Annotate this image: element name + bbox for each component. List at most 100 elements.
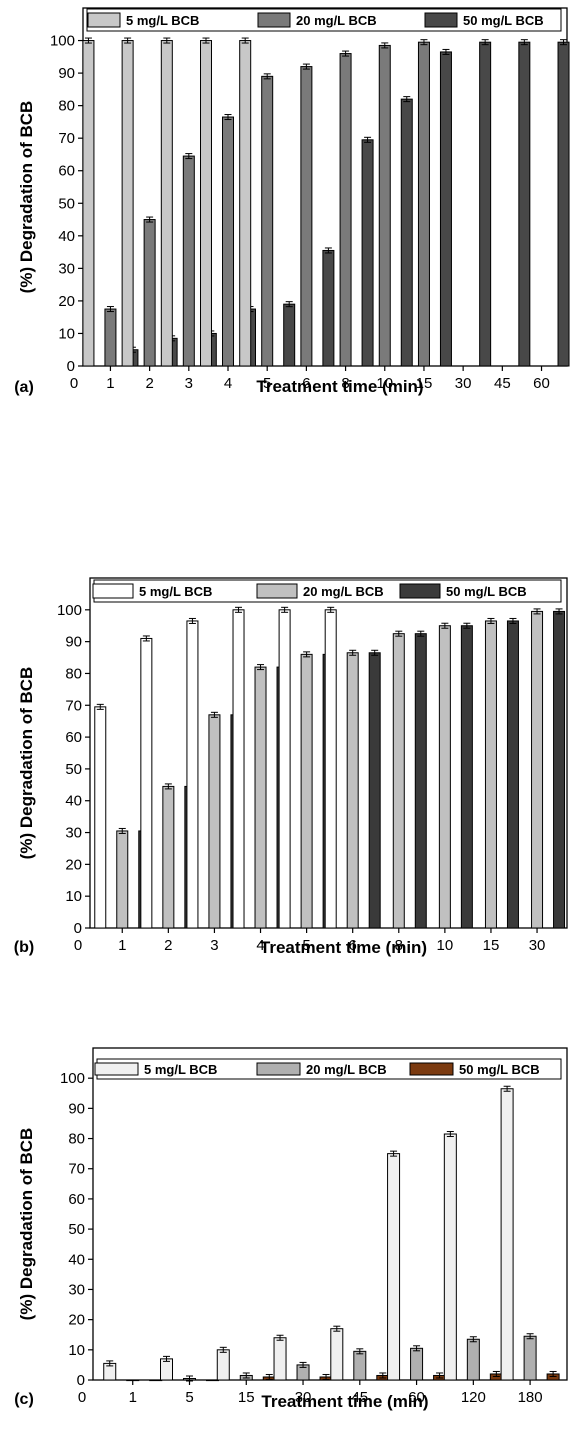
bar	[104, 308, 117, 367]
bar	[186, 620, 199, 929]
bar	[200, 40, 213, 367]
x-axis-title: Treatment time (min)	[261, 1392, 428, 1411]
x-tick-label: 8	[341, 375, 349, 392]
y-tick-label: 90	[65, 634, 82, 651]
y-tick-label: 0	[74, 920, 82, 937]
x-tick-label: 5	[263, 375, 271, 392]
bar	[278, 609, 291, 929]
bar	[261, 75, 274, 367]
x-tick-label: 3	[210, 937, 218, 954]
y-tick-label: 100	[60, 1070, 85, 1087]
bar	[443, 1133, 457, 1381]
y-tick-label: 90	[58, 65, 75, 82]
bar	[500, 1088, 514, 1381]
bar	[121, 40, 134, 367]
bar	[216, 1349, 230, 1381]
legend-label: 50 mg/L BCB	[459, 1062, 540, 1077]
panel-label: (c)	[14, 1391, 34, 1408]
bar	[531, 610, 544, 929]
bar	[300, 66, 313, 367]
bar	[387, 1153, 401, 1381]
legend-label: 20 mg/L BCB	[303, 584, 384, 599]
bar	[94, 706, 107, 929]
bar	[330, 1328, 344, 1381]
bar	[149, 1379, 163, 1382]
x-axis-title: Treatment time (min)	[260, 938, 427, 957]
x-tick-label: 15	[483, 937, 500, 954]
bar	[378, 44, 391, 367]
y-tick-label: 10	[65, 888, 82, 905]
legend: 5 mg/L BCB 20 mg/L BCB 50 mg/L BCB	[92, 579, 562, 603]
legend-label: 20 mg/L BCB	[296, 13, 377, 28]
chart-panel-2: 10 20 30 40 50 60 70 80 90 100 00 1 2 3 4 5 6 8 10 15 30 5 mg…	[14, 577, 568, 957]
x-tick-label: 45	[351, 1389, 368, 1406]
bar	[484, 620, 497, 929]
bar	[400, 98, 413, 367]
y-tick-label: 70	[58, 130, 75, 147]
legend-label: 5 mg/L BCB	[126, 13, 199, 28]
legend-swatch	[256, 583, 298, 599]
bar	[206, 1379, 220, 1382]
bar	[300, 653, 313, 929]
y-tick-label: 40	[58, 228, 75, 245]
legend-label: 20 mg/L BCB	[306, 1062, 387, 1077]
y-tick-label: 100	[50, 33, 75, 50]
plot-frame	[92, 1047, 568, 1381]
bar	[140, 637, 153, 929]
bar	[339, 53, 352, 367]
y-tick-label: 70	[68, 1161, 85, 1178]
bar	[438, 625, 451, 929]
legend-swatch	[257, 12, 291, 28]
y-tick-label: 90	[68, 1100, 85, 1117]
bar	[324, 609, 337, 929]
x-origin-label: 0	[74, 937, 82, 954]
bar	[82, 40, 95, 367]
x-tick-label: 60	[408, 1389, 425, 1406]
bar	[410, 1347, 424, 1381]
y-tick-label: 60	[65, 729, 82, 746]
y-axis-title: (%) Degradation of BCB	[17, 101, 36, 294]
legend: 5 mg/L BCB 20 mg/L BCB 50 mg/L BCB	[86, 8, 562, 32]
bar	[143, 219, 156, 367]
legend-label: 5 mg/L BCB	[144, 1062, 217, 1077]
bar	[232, 609, 245, 929]
y-tick-label: 60	[58, 163, 75, 180]
bar	[116, 830, 129, 929]
y-tick-label: 30	[58, 260, 75, 277]
x-tick-label: 4	[256, 937, 264, 954]
x-tick-label: 45	[494, 375, 511, 392]
y-tick-label: 10	[58, 325, 75, 342]
legend-swatch	[399, 583, 441, 599]
bar	[346, 652, 359, 929]
x-tick-label: 1	[118, 937, 126, 954]
bar	[460, 625, 473, 929]
x-tick-label: 1	[106, 375, 114, 392]
bar	[466, 1338, 480, 1381]
bar	[479, 41, 492, 367]
y-axis-title: (%) Degradation of BCB	[17, 1128, 36, 1321]
x-tick-label: 4	[224, 375, 232, 392]
x-tick-label: 8	[395, 937, 403, 954]
x-tick-label: 15	[238, 1389, 255, 1406]
x-tick-label: 120	[461, 1389, 486, 1406]
bar	[506, 620, 519, 929]
x-tick-label: 6	[349, 937, 357, 954]
legend-swatch	[424, 12, 458, 28]
y-tick-label: 30	[68, 1281, 85, 1298]
y-tick-label: 80	[68, 1131, 85, 1148]
bar	[162, 785, 175, 929]
bar	[239, 40, 252, 367]
bar	[273, 1337, 287, 1381]
bar	[160, 1358, 174, 1381]
bar	[208, 714, 221, 929]
y-tick-label: 0	[67, 358, 75, 375]
y-tick-label: 40	[65, 793, 82, 810]
bar	[182, 155, 195, 367]
x-tick-label: 1	[129, 1389, 137, 1406]
bar	[222, 116, 235, 367]
legend-swatch	[94, 1062, 139, 1076]
bar	[353, 1350, 367, 1381]
